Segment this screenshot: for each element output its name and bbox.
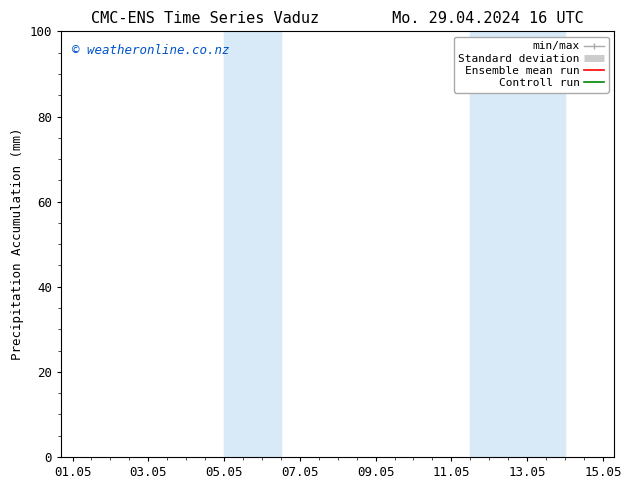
Bar (224, 31, 281, 457)
Text: © weatheronline.co.nz: © weatheronline.co.nz (72, 44, 230, 57)
Title: CMC-ENS Time Series Vaduz        Mo. 29.04.2024 16 UTC: CMC-ENS Time Series Vaduz Mo. 29.04.2024… (91, 11, 584, 26)
Legend: min/max, Standard deviation, Ensemble mean run, Controll run: min/max, Standard deviation, Ensemble me… (454, 37, 609, 93)
Bar (470, 31, 565, 457)
Y-axis label: Precipitation Accumulation (mm): Precipitation Accumulation (mm) (11, 128, 24, 361)
